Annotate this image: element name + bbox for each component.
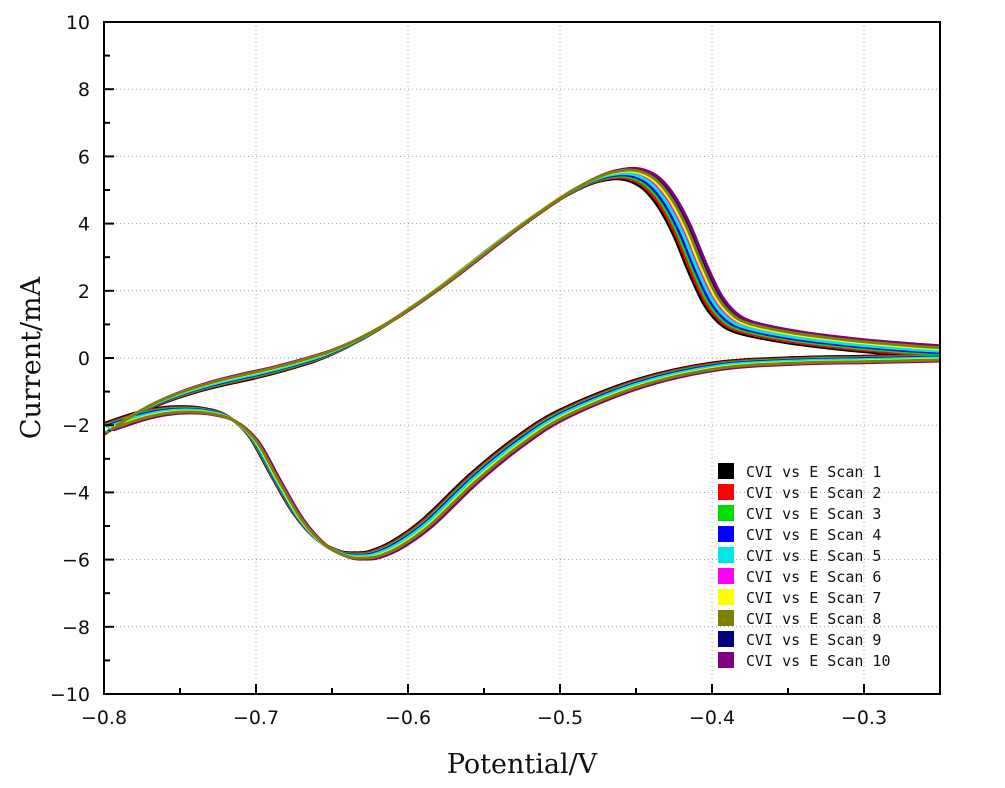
legend-swatch-scan-6 (718, 568, 734, 584)
x-tick-label: −0.7 (233, 707, 279, 729)
legend-label-scan-7: CVI vs E Scan 7 (746, 589, 881, 607)
axis-tick-labels: −0.8 −0.7 −0.6 −0.5 −0.4 −0.3 −10 −8 −6 −4 −2 0 2 4 6 8… (50, 12, 887, 729)
legend-label-scan-3: CVI vs E Scan 3 (746, 505, 881, 523)
y-tick-label: 2 (78, 281, 90, 303)
legend-swatch-scan-10 (718, 652, 734, 668)
y-tick-label: −10 (50, 684, 90, 706)
y-tick-label: 4 (78, 214, 90, 236)
grid-lines (104, 22, 940, 694)
legend-swatch-scan-7 (718, 589, 734, 605)
legend-label-scan-2: CVI vs E Scan 2 (746, 484, 881, 502)
x-tick-label: −0.3 (841, 707, 887, 729)
legend-swatch-scan-2 (718, 484, 734, 500)
legend-label-scan-9: CVI vs E Scan 9 (746, 631, 881, 649)
legend-label-scan-6: CVI vs E Scan 6 (746, 568, 881, 586)
legend: CVI vs E Scan 1 CVI vs E Scan 2 CVI vs E S… (718, 463, 891, 670)
x-tick-label: −0.6 (385, 707, 431, 729)
legend-label-scan-8: CVI vs E Scan 8 (746, 610, 881, 628)
legend-label-scan-1: CVI vs E Scan 1 (746, 463, 881, 481)
y-tick-label: 10 (66, 12, 90, 34)
reverse-scan-path (110, 358, 940, 560)
y-tick-label: −4 (62, 482, 90, 504)
legend-label-scan-10: CVI vs E Scan 10 (746, 652, 891, 670)
x-tick-label: −0.5 (537, 707, 583, 729)
legend-swatch-scan-1 (718, 463, 734, 479)
x-tick-label: −0.4 (689, 707, 735, 729)
y-tick-label: 0 (78, 348, 90, 370)
legend-label-scan-4: CVI vs E Scan 4 (746, 526, 881, 544)
y-tick-label: −2 (62, 415, 90, 437)
legend-swatch-scan-8 (718, 610, 734, 626)
legend-swatch-scan-3 (718, 505, 734, 521)
x-tick-label: −0.8 (81, 707, 127, 729)
y-tick-label: 8 (78, 79, 90, 101)
legend-swatch-scan-5 (718, 547, 734, 563)
series-line-scan-8 (110, 168, 940, 560)
y-tick-label: 6 (78, 146, 90, 168)
forward-scan-path (115, 168, 940, 428)
legend-swatch-scan-9 (718, 631, 734, 647)
legend-swatch-scan-4 (718, 526, 734, 542)
series-lines (104, 166, 940, 561)
y-tick-label: −8 (62, 617, 90, 639)
x-axis-title: Potential/V (447, 749, 598, 780)
legend-label-scan-5: CVI vs E Scan 5 (746, 547, 881, 565)
axis-ticks (103, 21, 941, 695)
y-axis-title: Current/mA (16, 276, 47, 439)
y-tick-label: −6 (62, 550, 90, 572)
